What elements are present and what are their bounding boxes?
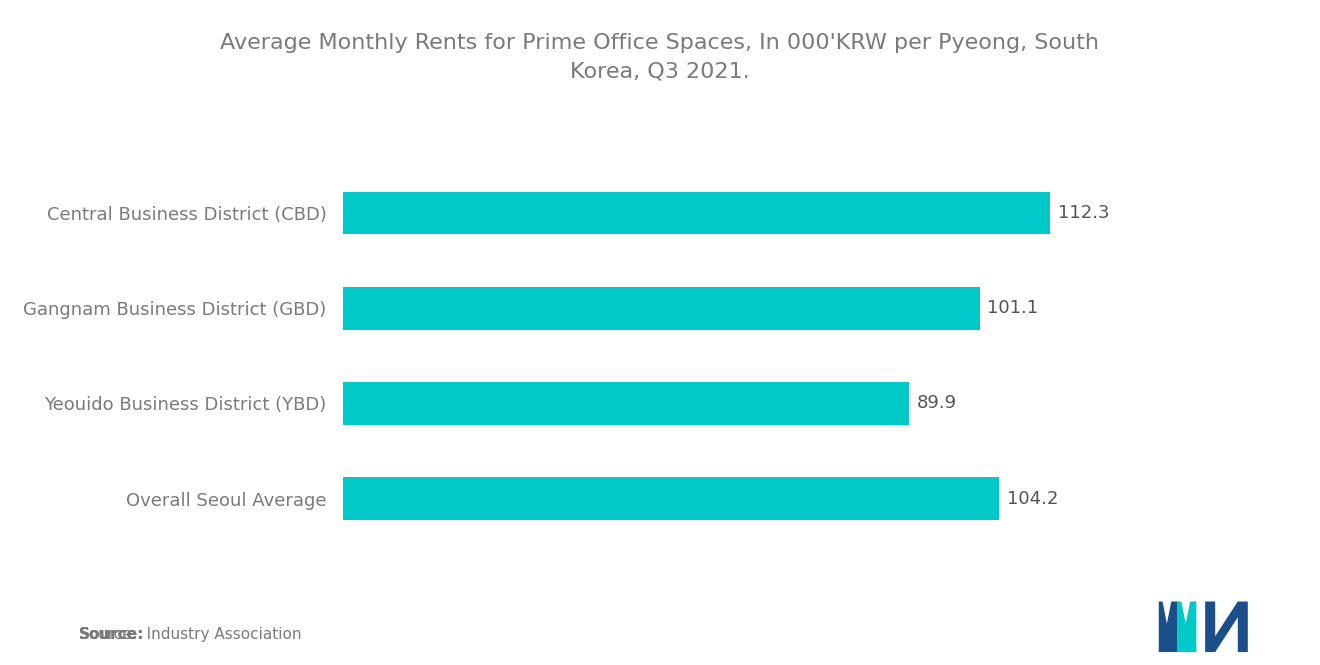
Text: 89.9: 89.9: [916, 394, 957, 412]
Text: Source:: Source:: [79, 626, 145, 642]
Text: Average Monthly Rents for Prime Office Spaces, In 000'KRW per Pyeong, South
Kore: Average Monthly Rents for Prime Office S…: [220, 33, 1100, 81]
Bar: [343, 477, 999, 520]
Bar: [343, 192, 1051, 234]
Text: 112.3: 112.3: [1057, 204, 1109, 222]
Bar: [343, 287, 979, 330]
Text: Source:  Industry Association: Source: Industry Association: [79, 626, 302, 642]
Text: 104.2: 104.2: [1007, 489, 1059, 507]
Text: Source:: Source:: [79, 626, 145, 642]
Text: 101.1: 101.1: [987, 299, 1039, 317]
Bar: [343, 382, 909, 425]
